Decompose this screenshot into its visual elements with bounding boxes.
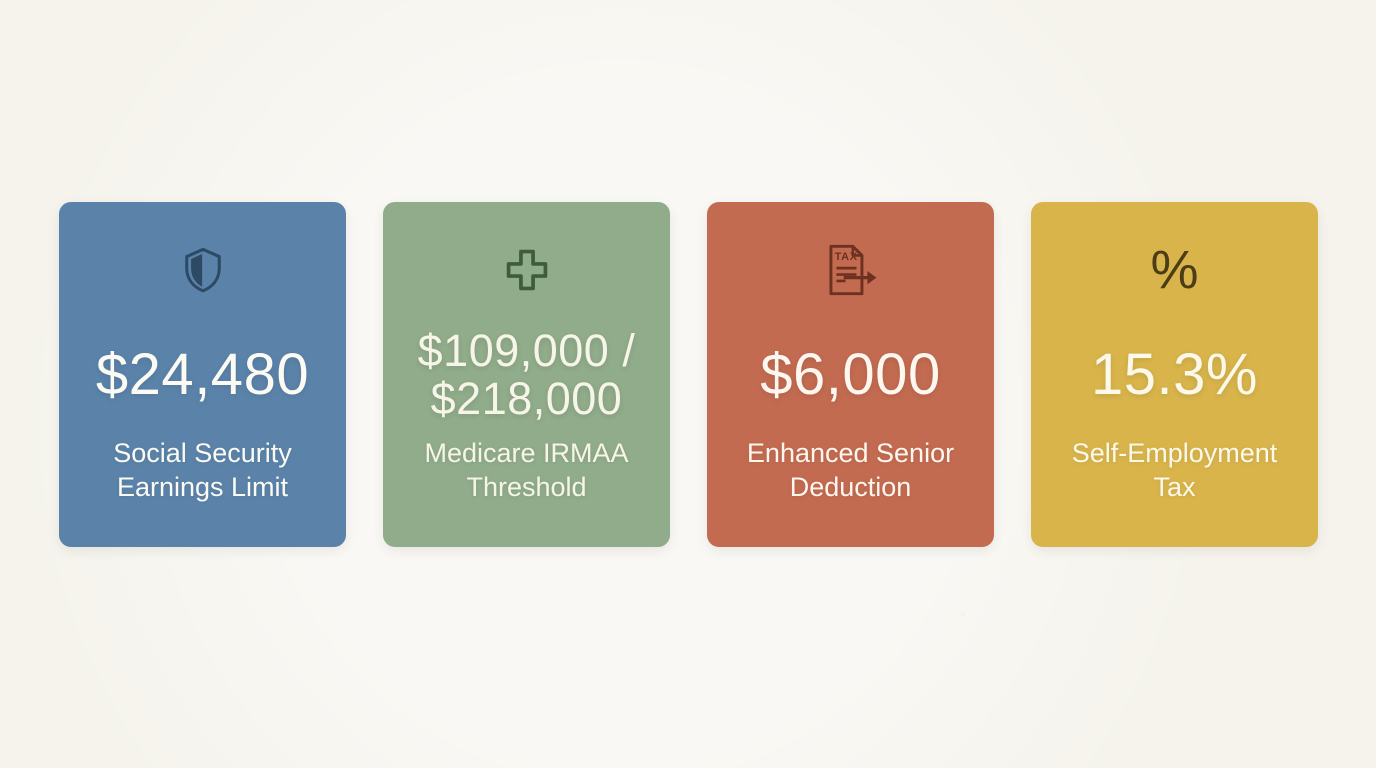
stat-label: Enhanced Senior Deduction <box>746 438 955 502</box>
tax-document-icon: TAX <box>820 242 882 298</box>
stat-card-self-employment: % 15.3% Self-Employment Tax <box>1031 202 1318 547</box>
stat-label: Social Security Earnings Limit <box>113 438 292 502</box>
stat-value: $6,000 <box>760 342 941 408</box>
stat-card-social-security: $24,480 Social Security Earnings Limit <box>59 202 346 547</box>
shield-icon <box>177 242 229 298</box>
stat-value: $109,000 / $218,000 <box>417 325 636 424</box>
stat-label: Medicare IRMAA Threshold <box>424 438 629 502</box>
stat-label: Self-Employment Tax <box>1071 438 1278 502</box>
percent-icon: % <box>1150 240 1199 300</box>
stat-cards-row: $24,480 Social Security Earnings Limit $… <box>59 202 1318 547</box>
tax-icon-text: TAX <box>834 251 857 263</box>
stat-card-medicare-irmaa: $109,000 / $218,000 Medicare IRMAA Thres… <box>383 202 670 547</box>
medical-cross-icon <box>501 242 553 298</box>
stat-card-senior-deduction: TAX $6,000 Enhanced Senior Deduction <box>707 202 994 547</box>
stat-value: $24,480 <box>95 342 310 408</box>
stat-value: 15.3% <box>1091 342 1258 408</box>
